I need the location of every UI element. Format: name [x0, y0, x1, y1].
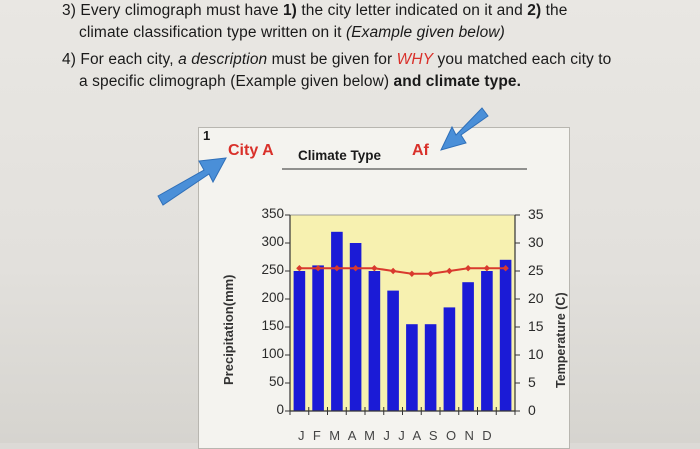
- y-tick-label: 100: [261, 346, 284, 361]
- y-tick-label: 50: [268, 374, 284, 389]
- y2-tick-label: 35: [528, 206, 544, 222]
- precip-bar-2: [312, 265, 324, 411]
- precip-bar-4: [349, 243, 362, 411]
- temperature-point-10: [464, 265, 472, 272]
- y2-tick-label: 20: [528, 290, 544, 306]
- precip-bars: [293, 231, 512, 411]
- pointer-arrows: [157, 107, 489, 206]
- temperature-point-2: [314, 265, 322, 272]
- precip-bar-8: [424, 324, 437, 411]
- y-tick-label: 150: [261, 318, 284, 333]
- x-tick-labels: J F M A M J J A S O N D: [298, 428, 495, 443]
- temperature-point-4: [352, 265, 359, 272]
- instruction-3-line2: climate classification type written on i…: [79, 24, 505, 41]
- precip-bar-5: [368, 271, 381, 411]
- temperature-point-12: [502, 265, 509, 272]
- plot-area: [289, 214, 516, 412]
- y2-axis-title: Temperature (C): [554, 292, 568, 388]
- example-number: 1: [203, 128, 211, 143]
- right-arrow-icon: [440, 107, 489, 151]
- y-axis-title: Precipitation(mm): [221, 274, 236, 385]
- precip-bar-3: [331, 231, 343, 411]
- temperature-point-3: [333, 265, 341, 272]
- temperature-point-6: [389, 267, 397, 275]
- y2-tick-label: 25: [528, 262, 544, 278]
- temperature-point-5: [371, 265, 378, 272]
- climate-type-value: Af: [412, 142, 429, 159]
- precip-bar-6: [387, 290, 399, 411]
- precip-bar-12: [499, 259, 512, 411]
- temperature-line: [296, 265, 509, 277]
- temperature-point-8: [427, 270, 434, 277]
- y2-tick-label: 5: [528, 374, 536, 390]
- precip-bar-11: [481, 271, 493, 411]
- y2-tick-label: 0: [528, 402, 536, 418]
- precip-bar-9: [443, 307, 456, 411]
- precip-bar-7: [406, 324, 418, 411]
- y-tick-label: 0: [276, 402, 284, 417]
- temperature-point-7: [408, 270, 416, 277]
- temperature-point-9: [446, 267, 453, 275]
- left-arrow-icon: [157, 157, 227, 206]
- instruction-3-line1: 3) Every climograph must have 1) the cit…: [62, 2, 568, 19]
- axes: [285, 214, 520, 415]
- y2-tick-label: 15: [528, 318, 544, 334]
- y-tick-label: 300: [261, 234, 284, 249]
- climate-type-label: Climate Type: [298, 148, 382, 163]
- instruction-4-line1: 4) For each city, a description must be …: [62, 51, 612, 68]
- y2-tick-label: 30: [528, 234, 544, 250]
- y-tick-label: 200: [261, 290, 284, 305]
- instruction-4-line2: a specific climograph (Example given bel…: [79, 73, 522, 90]
- temperature-point-11: [483, 265, 491, 272]
- y-tick-label: 350: [261, 206, 284, 221]
- temperature-point-1: [296, 265, 303, 272]
- y2-tick-label: 10: [528, 346, 544, 362]
- precip-bar-10: [462, 282, 474, 411]
- precip-bar-1: [293, 271, 306, 411]
- city-label: City A: [228, 142, 274, 159]
- y-tick-label: 250: [261, 262, 284, 277]
